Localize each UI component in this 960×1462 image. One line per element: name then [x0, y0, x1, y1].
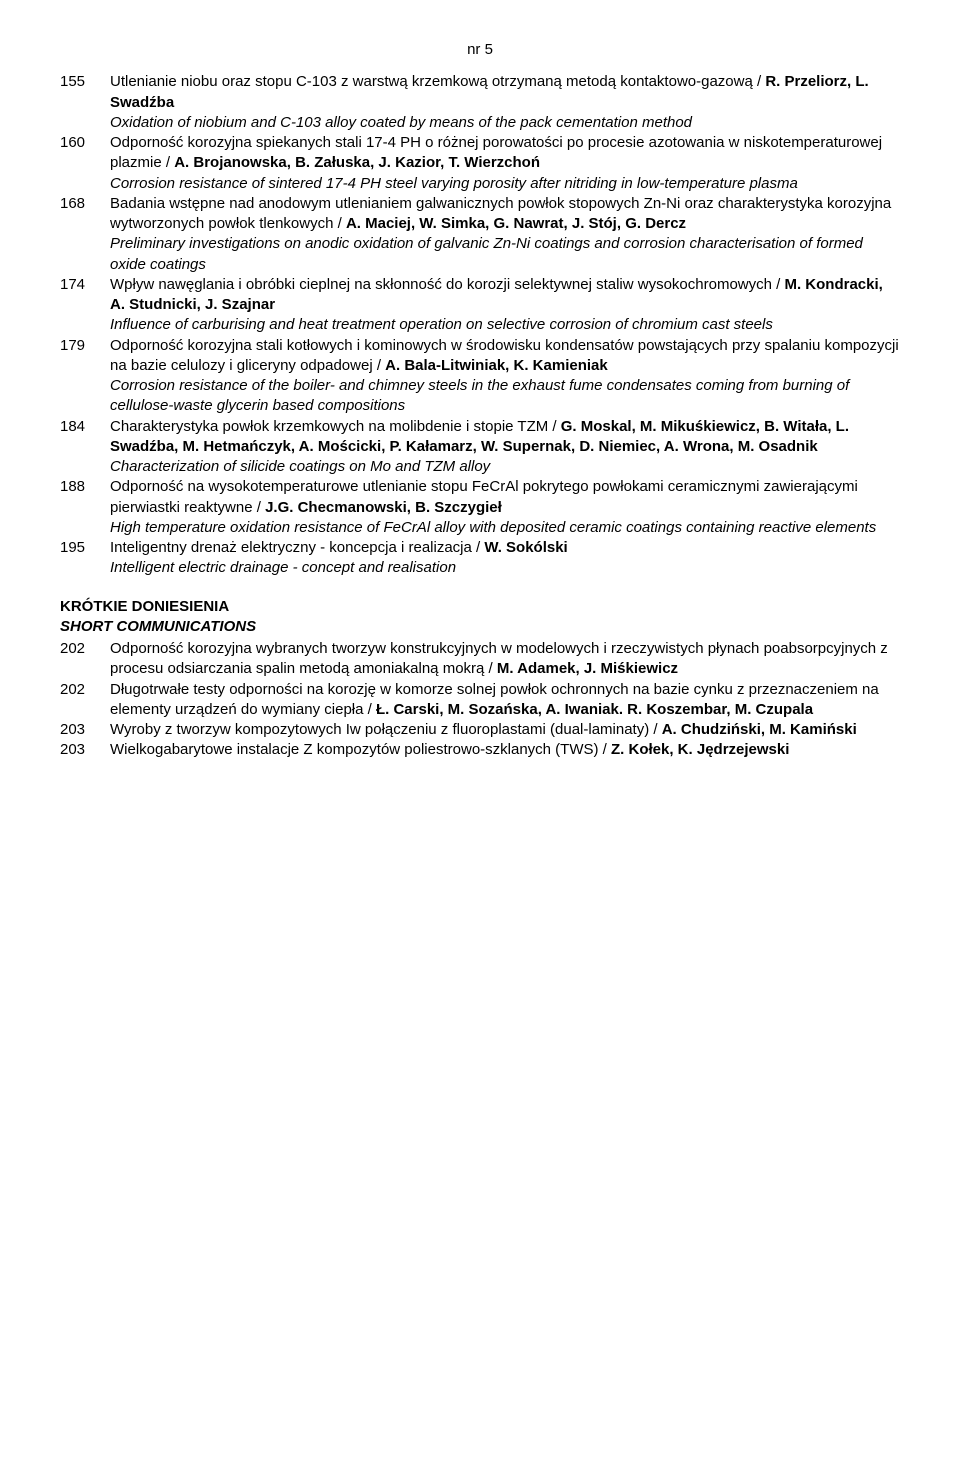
entry-body: Odporność na wysokotemperaturowe utlenia…: [110, 477, 900, 538]
section-title-pl: KRÓTKIE DONIESIENIA: [60, 597, 900, 617]
entry-body: Długotrwałe testy odporności na korozję …: [110, 680, 900, 721]
short-article-entry: 202Odporność korozyjna wybranych tworzyw…: [60, 639, 900, 680]
title-pl: Charakterystyka powłok krzemkowych na mo…: [110, 418, 561, 435]
entry-body: Odporność korozyjna wybranych tworzyw ko…: [110, 639, 900, 680]
authors: M. Adamek, J. Miśkiewicz: [497, 660, 678, 677]
page-number: 184: [60, 417, 110, 478]
article-entry: 168Badania wstępne nad anodowym utlenian…: [60, 194, 900, 275]
entry-body: Wpływ nawęglania i obróbki cieplnej na s…: [110, 275, 900, 336]
article-entry: 188Odporność na wysokotemperaturowe utle…: [60, 477, 900, 538]
article-entry: 179Odporność korozyjna stali kotłowych i…: [60, 336, 900, 417]
page-number: 160: [60, 133, 110, 194]
page-number: 195: [60, 538, 110, 579]
title-en: Preliminary investigations on anodic oxi…: [110, 234, 900, 275]
authors: A. Brojanowska, B. Załuska, J. Kazior, T…: [174, 154, 540, 171]
page-number: 188: [60, 477, 110, 538]
title-pl: Wpływ nawęglania i obróbki cieplnej na s…: [110, 276, 784, 293]
title-en: High temperature oxidation resistance of…: [110, 518, 900, 538]
title-en: Characterization of silicide coatings on…: [110, 457, 900, 477]
entry-body: Inteligentny drenaż elektryczny - koncep…: [110, 538, 900, 579]
title-en: Oxidation of niobium and C-103 alloy coa…: [110, 113, 900, 133]
short-article-entry: 202Długotrwałe testy odporności na koroz…: [60, 680, 900, 721]
title-en: Influence of carburising and heat treatm…: [110, 315, 900, 335]
page-number: 203: [60, 720, 110, 740]
title-en: Corrosion resistance of sintered 17-4 PH…: [110, 174, 900, 194]
article-entry: 174Wpływ nawęglania i obróbki cieplnej n…: [60, 275, 900, 336]
authors: Ł. Carski, M. Sozańska, A. Iwaniak. R. K…: [376, 701, 813, 718]
entry-body: Wyroby z tworzyw kompozytowych Iw połącz…: [110, 720, 900, 740]
entry-body: Badania wstępne nad anodowym utlenianiem…: [110, 194, 900, 275]
authors: A. Bala-Litwiniak, K. Kamieniak: [385, 357, 608, 374]
short-entries-list: 202Odporność korozyjna wybranych tworzyw…: [60, 639, 900, 761]
title-pl: Inteligentny drenaż elektryczny - koncep…: [110, 539, 484, 556]
page-number: 203: [60, 740, 110, 760]
section-header: KRÓTKIE DONIESIENIA SHORT COMMUNICATIONS: [60, 597, 900, 638]
title-pl: Utlenianie niobu oraz stopu C-103 z wars…: [110, 73, 765, 90]
entry-body: Utlenianie niobu oraz stopu C-103 z wars…: [110, 72, 900, 133]
title-pl: Wielkogabarytowe instalacje Z kompozytów…: [110, 741, 611, 758]
title-en: Corrosion resistance of the boiler- and …: [110, 376, 900, 417]
title-pl: Wyroby z tworzyw kompozytowych Iw połącz…: [110, 721, 662, 738]
page-number: 202: [60, 639, 110, 680]
authors: A. Chudziński, M. Kamiński: [662, 721, 857, 738]
section-title-en: SHORT COMMUNICATIONS: [60, 617, 900, 637]
issue-number: nr 5: [60, 40, 900, 60]
entry-body: Odporność korozyjna spiekanych stali 17-…: [110, 133, 900, 194]
authors: A. Maciej, W. Simka, G. Nawrat, J. Stój,…: [346, 215, 686, 232]
main-entries-list: 155Utlenianie niobu oraz stopu C-103 z w…: [60, 72, 900, 578]
authors: W. Sokólski: [484, 539, 567, 556]
short-article-entry: 203Wielkogabarytowe instalacje Z kompozy…: [60, 740, 900, 760]
page-number: 155: [60, 72, 110, 133]
authors: Z. Kołek, K. Jędrzejewski: [611, 741, 789, 758]
page-number: 179: [60, 336, 110, 417]
article-entry: 160Odporność korozyjna spiekanych stali …: [60, 133, 900, 194]
page-number: 174: [60, 275, 110, 336]
authors: J.G. Checmanowski, B. Szczygieł: [265, 499, 502, 516]
entry-body: Odporność korozyjna stali kotłowych i ko…: [110, 336, 900, 417]
article-entry: 155Utlenianie niobu oraz stopu C-103 z w…: [60, 72, 900, 133]
article-entry: 195Inteligentny drenaż elektryczny - kon…: [60, 538, 900, 579]
page-number: 202: [60, 680, 110, 721]
title-en: Intelligent electric drainage - concept …: [110, 558, 900, 578]
short-article-entry: 203Wyroby z tworzyw kompozytowych Iw poł…: [60, 720, 900, 740]
article-entry: 184Charakterystyka powłok krzemkowych na…: [60, 417, 900, 478]
entry-body: Wielkogabarytowe instalacje Z kompozytów…: [110, 740, 900, 760]
entry-body: Charakterystyka powłok krzemkowych na mo…: [110, 417, 900, 478]
page-number: 168: [60, 194, 110, 275]
